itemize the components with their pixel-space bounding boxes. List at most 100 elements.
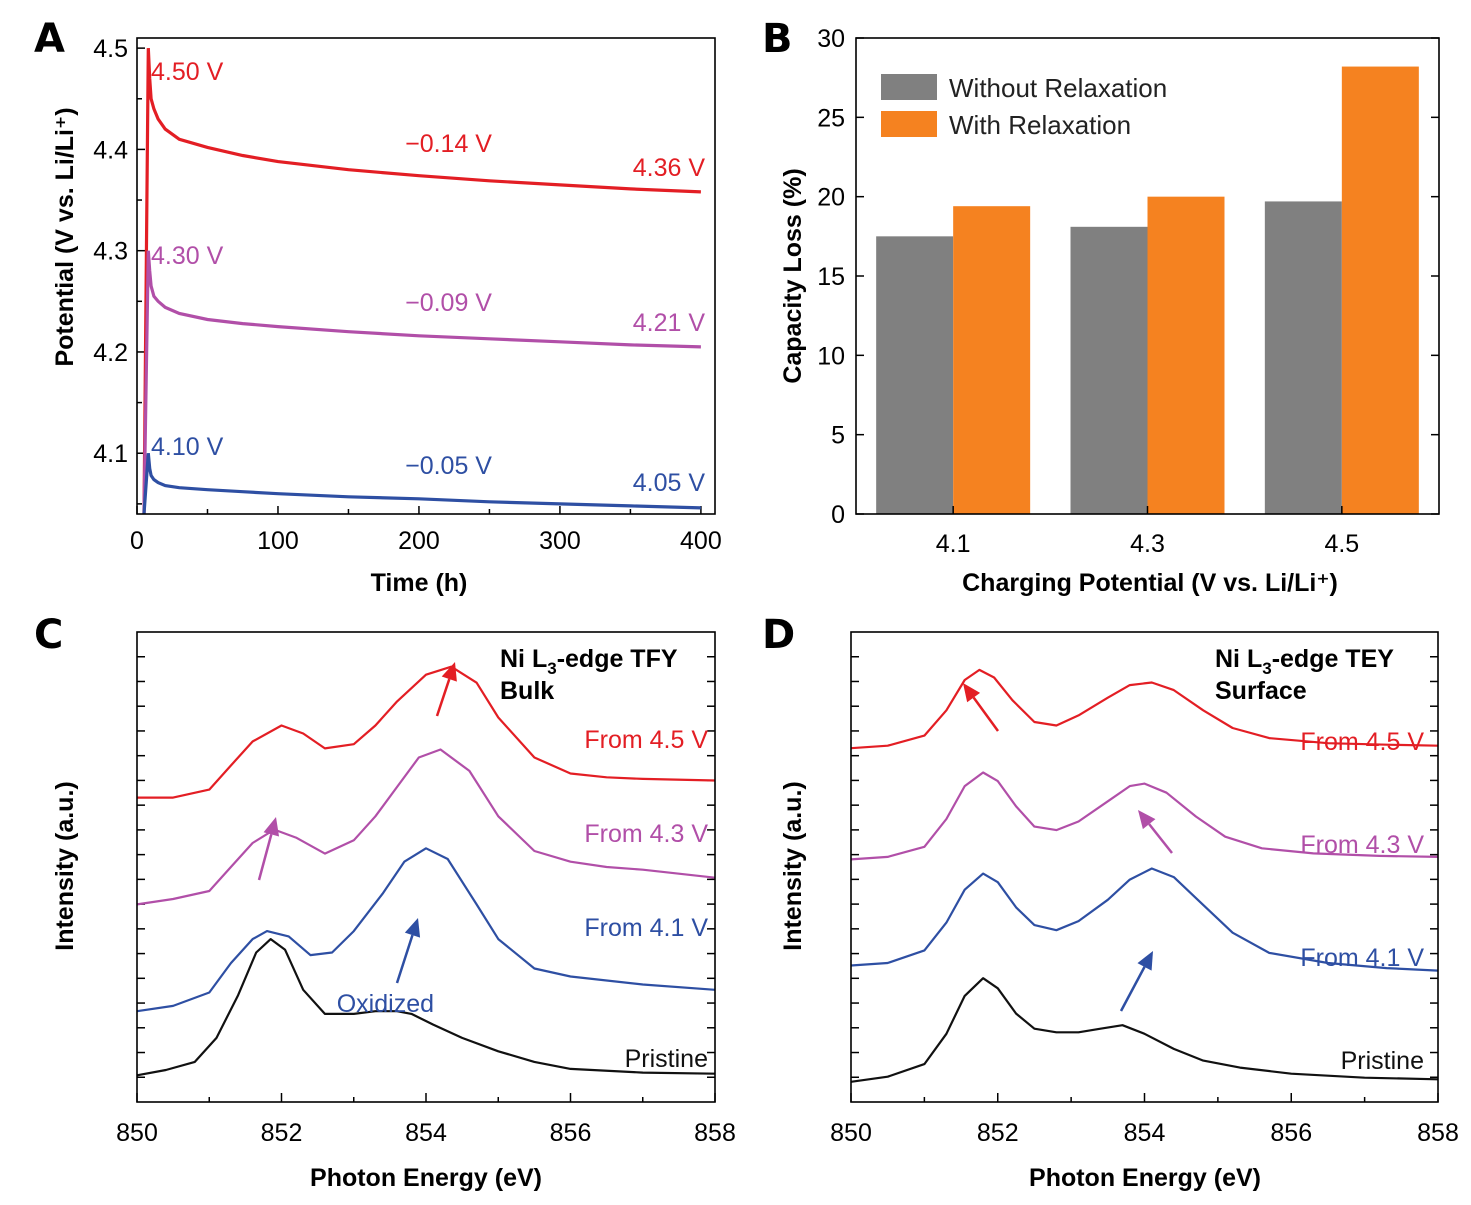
- panel-a-end-label: 4.05 V: [633, 469, 706, 497]
- panel-b-y-tick-label: 5: [831, 422, 845, 450]
- panel-b-bar: [1264, 201, 1342, 514]
- panel-d-x-tick-label: 850: [830, 1119, 872, 1147]
- panel-c-spectrum-line: [136, 938, 716, 1077]
- panel-b-legend-swatch: [881, 111, 937, 137]
- panel-c-series-label: From 4.5 V: [584, 726, 708, 754]
- panel-d-x-tick-label: 856: [1270, 1119, 1312, 1147]
- panel-d-spectrum-line: [850, 668, 1439, 750]
- panel-c-series-label: Pristine: [625, 1045, 708, 1073]
- panel-c-subtitle: Bulk: [500, 677, 554, 705]
- panel-a-start-label: 4.50 V: [151, 58, 224, 86]
- panel-a-y-axis-title: Potential (V vs. Li/Li⁺): [51, 107, 79, 366]
- panel-a-y-tick-label: 4.4: [93, 136, 128, 164]
- panel-d-arrow-4-5-shaft: [972, 696, 1000, 732]
- panel-c-y-axis-title: Intensity (a.u.): [51, 781, 79, 950]
- panel-b-legend-swatch: [881, 74, 937, 100]
- panel-b-legend-label: With Relaxation: [949, 110, 1131, 140]
- panel-b-y-tick-label: 10: [817, 342, 845, 370]
- panel-a-plot-frame: [136, 37, 716, 515]
- panel-b-x-tick-label: 4.3: [1130, 530, 1165, 558]
- panel-a-x-tick-label: 300: [539, 527, 581, 555]
- panel-b-y-tick-label: 15: [817, 263, 845, 291]
- panel-c-spectrum-line: [136, 847, 716, 1013]
- panel-a-series-line: [142, 453, 701, 515]
- panel-b-y-axis-title: Capacity Loss (%): [779, 168, 807, 383]
- panel-b-y-tick-label: 30: [817, 25, 845, 53]
- panel-c-series-label: From 4.3 V: [584, 820, 708, 848]
- panel-d-spectrum-line: [850, 977, 1439, 1083]
- panel-c-oxidized-label: Oxidized: [337, 990, 434, 1018]
- panel-c-arrow-4-3-shaft: [257, 834, 273, 881]
- panel-c-series-label: From 4.1 V: [584, 914, 708, 942]
- panel-b-bar: [1341, 66, 1419, 514]
- panel-letter-b: B: [762, 16, 793, 62]
- panel-b-bar: [1070, 226, 1148, 514]
- panel-c-x-tick-label: 850: [116, 1119, 158, 1147]
- panel-a-end-label: 4.21 V: [633, 309, 706, 337]
- panel-a-start-label: 4.10 V: [151, 433, 224, 461]
- panel-b-x-axis-title: Charging Potential (V vs. Li/Li⁺): [962, 569, 1338, 597]
- panel-d-arrow-4-1-head: [1137, 951, 1153, 971]
- panel-b-plot-frame: [855, 37, 1440, 515]
- panel-a-x-tick-label: 400: [680, 527, 722, 555]
- panel-c-title: Ni L3-edge TFY: [500, 645, 678, 678]
- panel-b-y-tick-label: 25: [817, 104, 845, 132]
- panel-c-arrow-4-1-head: [404, 918, 421, 938]
- panel-b-y-tick-label: 20: [817, 184, 845, 212]
- panel-d-x-axis-title: Photon Energy (eV): [1029, 1164, 1261, 1192]
- panel-a-y-tick-label: 4.5: [93, 35, 128, 63]
- panel-d-series-label: Pristine: [1341, 1047, 1424, 1075]
- panel-a-y-tick-label: 4.2: [93, 339, 128, 367]
- panel-d-spectrum-line: [850, 867, 1439, 972]
- panel-c-x-tick-label: 852: [261, 1119, 303, 1147]
- panel-c-plot-frame: [136, 631, 716, 1103]
- panel-a-series-line: [142, 48, 701, 515]
- panel-a-delta-label: −0.14 V: [405, 130, 492, 158]
- panel-a-x-tick-label: 100: [257, 527, 299, 555]
- panel-a-series-line: [142, 250, 701, 515]
- panel-a-y-tick-label: 4.3: [93, 238, 128, 266]
- panel-a-potential-chart: 0 100 200 300 400 4.1 4.2 4.3 4.4 4.5 4.50 V −0.14 …: [51, 35, 722, 597]
- panel-b-bar: [953, 206, 1031, 515]
- panel-b-legend-label: Without Relaxation: [949, 73, 1167, 103]
- panel-c-arrow-4-5-head: [441, 662, 457, 682]
- panel-letter-c: C: [34, 612, 63, 658]
- panel-b-bar: [876, 236, 954, 515]
- panel-c-x-axis-title: Photon Energy (eV): [310, 1164, 542, 1192]
- panel-d-tey-spectra-chart: 850 852 854 856 858 From 4.5 V From 4.3 V From …: [779, 631, 1459, 1192]
- panel-b-x-tick-label: 4.5: [1324, 530, 1359, 558]
- panel-c-spectrum-line: [137, 665, 716, 799]
- panel-b-bar: [1147, 196, 1225, 514]
- panel-a-x-tick-label: 200: [398, 527, 440, 555]
- panel-b-y-tick-label: 0: [831, 501, 845, 529]
- panel-d-series-label: From 4.5 V: [1300, 728, 1424, 756]
- panel-d-x-tick-label: 852: [977, 1119, 1019, 1147]
- panel-letter-d: D: [762, 612, 795, 658]
- panel-c-arrow-4-3-head: [263, 817, 280, 837]
- panel-d-subtitle: Surface: [1215, 677, 1307, 705]
- panel-a-start-label: 4.30 V: [151, 242, 224, 270]
- panel-d-arrow-4-5-head: [963, 683, 981, 703]
- panel-d-x-tick-label: 854: [1124, 1119, 1166, 1147]
- panel-a-y-tick-label: 4.1: [93, 440, 128, 468]
- panel-d-arrow-4-3-shaft: [1148, 823, 1173, 854]
- panel-d-series-label: From 4.3 V: [1300, 831, 1424, 859]
- panel-c-tfy-spectra-chart: 850 852 854 856 858 From 4.5 V From 4.3 V From …: [51, 631, 736, 1192]
- panel-a-delta-label: −0.09 V: [405, 289, 492, 317]
- panel-d-title: Ni L3-edge TEY: [1215, 645, 1394, 678]
- panel-d-series-label: From 4.1 V: [1300, 944, 1424, 972]
- panel-d-spectrum-line: [850, 771, 1439, 861]
- panel-c-spectrum-line: [136, 748, 716, 906]
- panel-d-y-axis-title: Intensity (a.u.): [779, 781, 807, 950]
- panel-a-x-tick-label: 0: [130, 527, 144, 555]
- panel-c-x-tick-label: 854: [405, 1119, 447, 1147]
- panel-a-end-label: 4.36 V: [633, 154, 706, 182]
- panel-a-delta-label: −0.05 V: [405, 452, 492, 480]
- panel-letter-a: A: [34, 16, 65, 62]
- panel-c-x-tick-label: 856: [550, 1119, 592, 1147]
- panel-d-arrow-4-1-shaft: [1119, 966, 1146, 1012]
- panel-b-x-tick-label: 4.1: [936, 530, 971, 558]
- panel-d-plot-frame: [850, 631, 1439, 1103]
- panel-c-arrow-4-1-shaft: [395, 934, 414, 984]
